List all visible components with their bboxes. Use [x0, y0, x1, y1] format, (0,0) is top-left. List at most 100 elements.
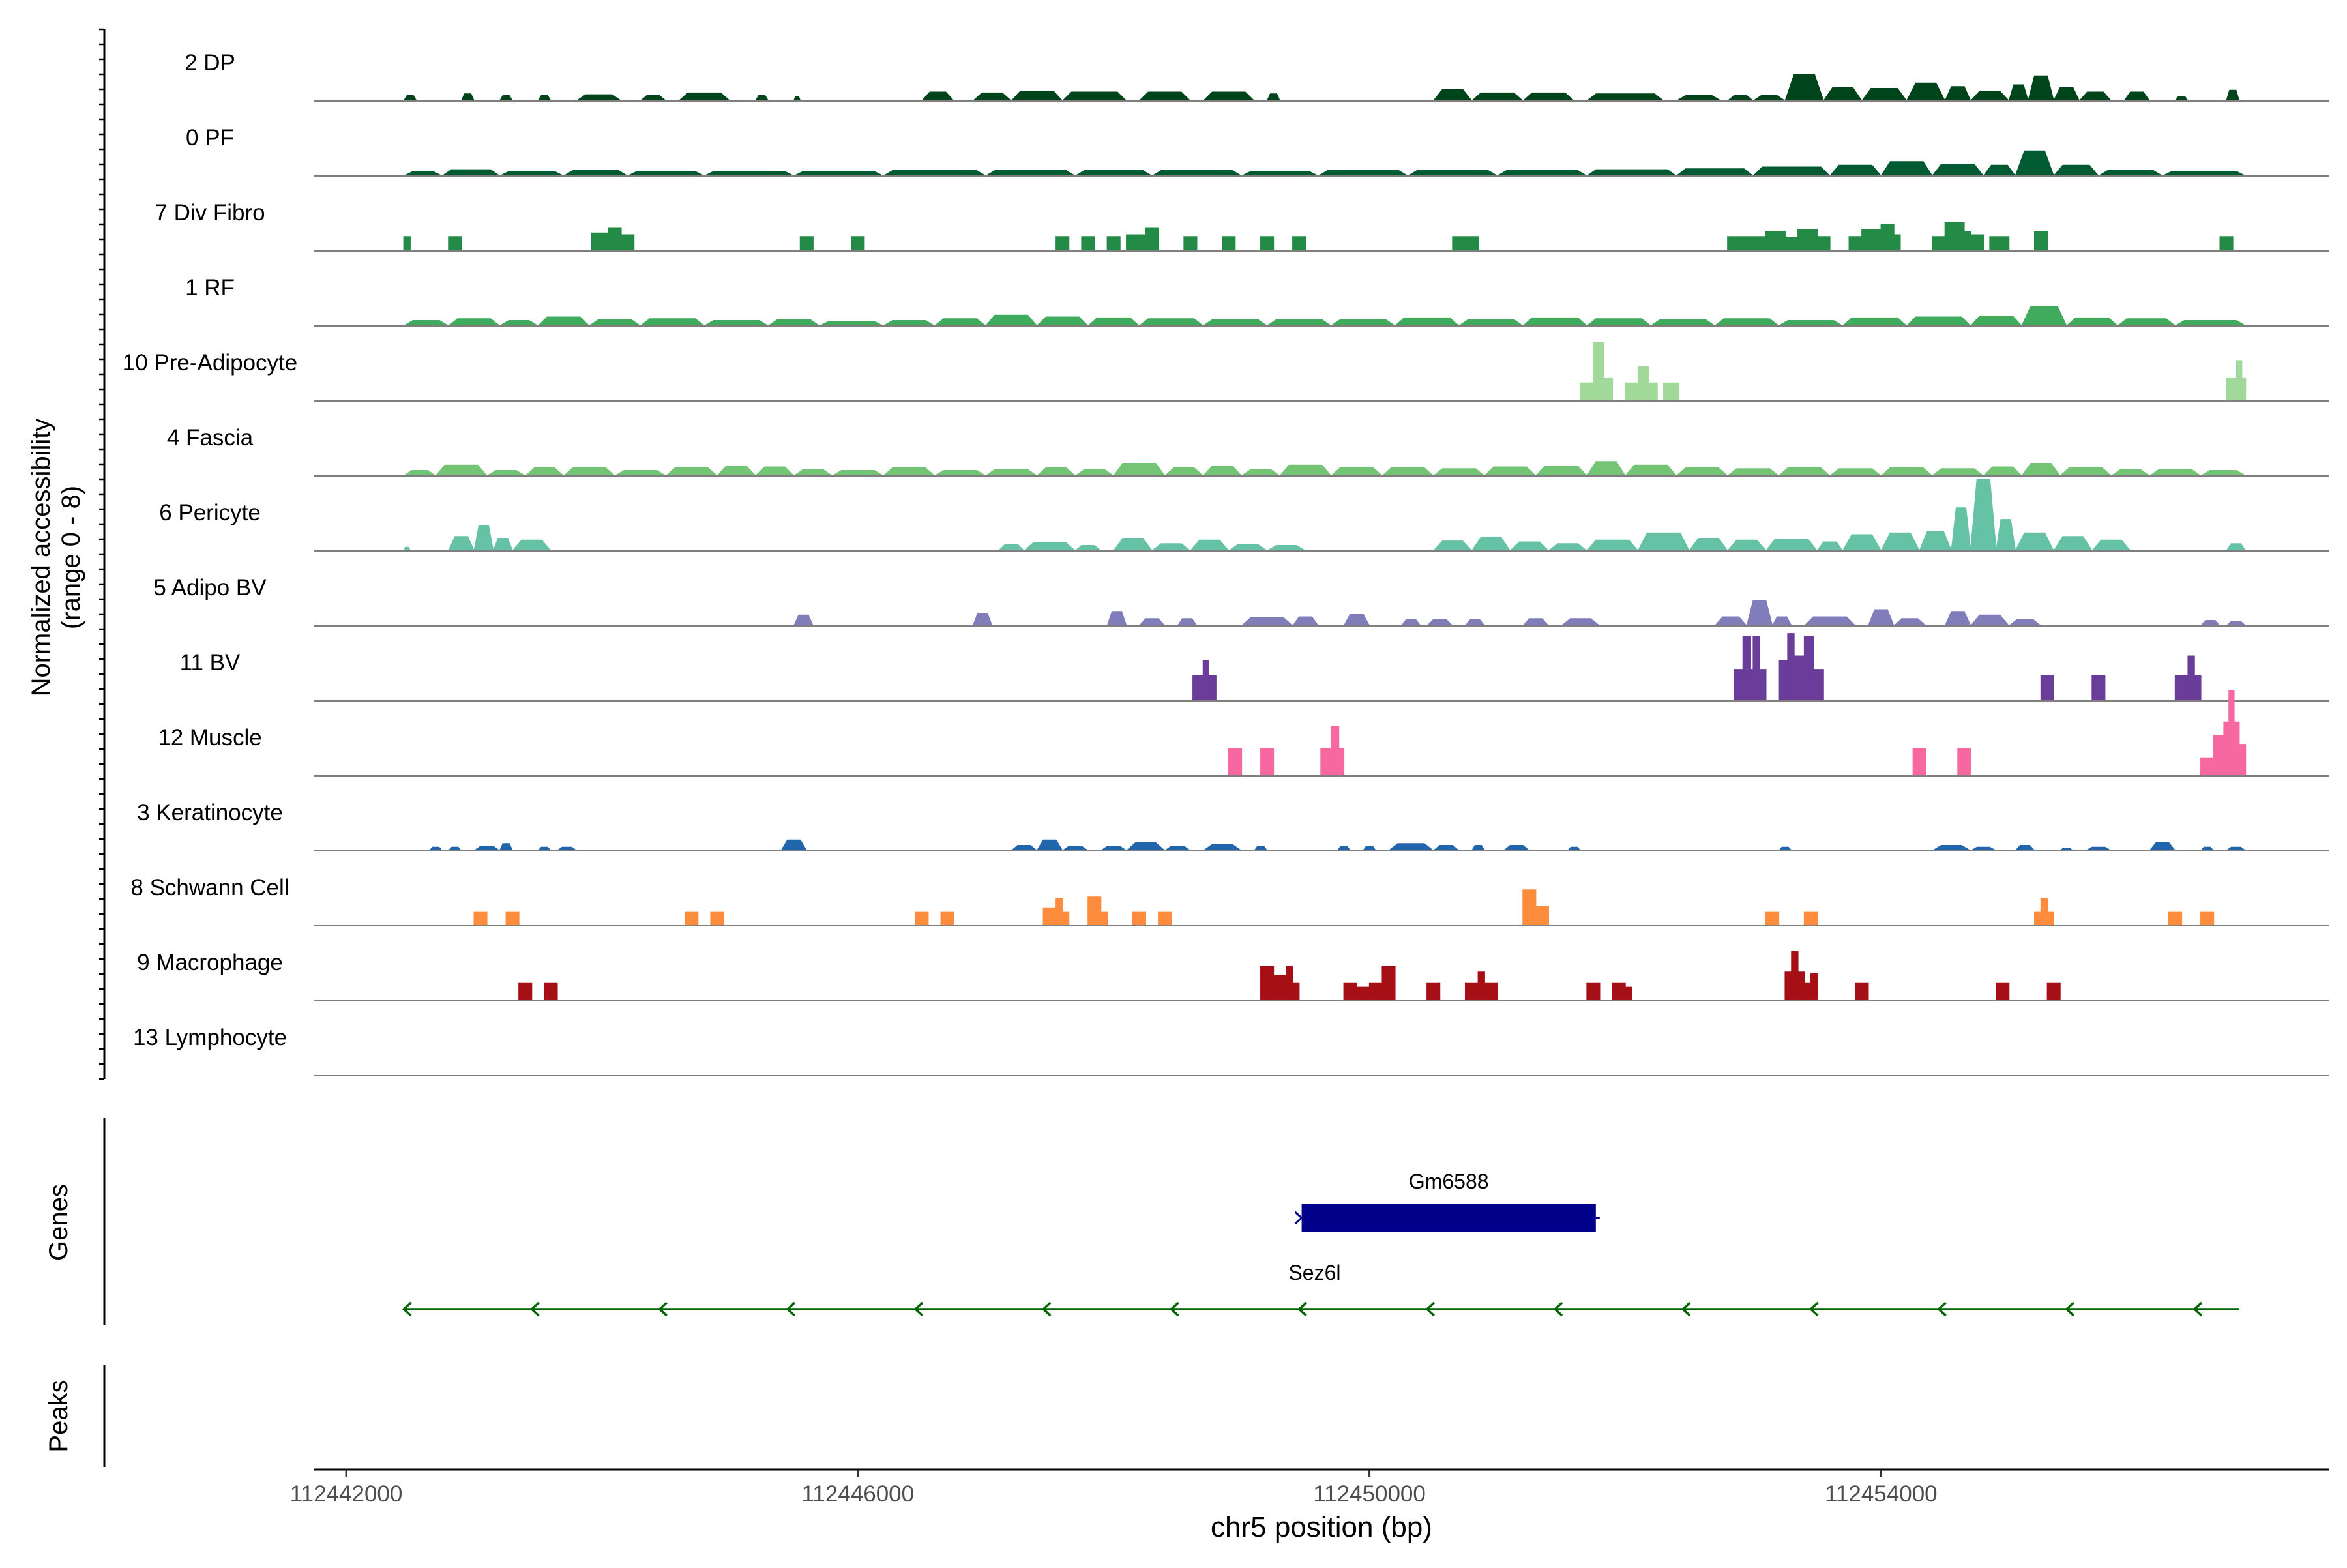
track-label: 4 Fascia	[167, 425, 254, 451]
coverage-peak	[1892, 618, 1927, 627]
coverage-peak	[1828, 468, 1883, 477]
coverage-peak	[472, 846, 501, 851]
coverage-peak	[1733, 669, 1744, 702]
coverage-peak	[1586, 539, 1640, 552]
strand-arrow	[1297, 1301, 1307, 1317]
coverage-peak	[473, 525, 494, 552]
coverage-peak	[1073, 469, 1115, 477]
coverage-peak	[1202, 319, 1269, 327]
coverage-peak	[1996, 982, 2010, 1001]
genes-panel: Gm6588 Sez6l	[402, 1170, 2239, 1317]
coverage-peak	[1829, 164, 1882, 177]
strand-arrow	[1425, 1301, 1436, 1317]
strand-arrow	[1169, 1301, 1179, 1317]
left-axis	[99, 28, 106, 1080]
coverage-peak	[1989, 236, 2010, 252]
coverage-peak	[1713, 616, 1749, 627]
coverage-peak	[1810, 973, 1818, 1001]
strand-arrow	[1808, 1301, 1819, 1317]
coverage-peak	[984, 314, 1039, 327]
track-label: 9 Macrophage	[137, 950, 283, 975]
coverage-peak	[1726, 539, 1767, 552]
coverage-peak	[972, 613, 993, 627]
coverage-peak	[2065, 317, 2119, 327]
coverage-peak	[932, 470, 988, 477]
track-label: 8 Schwann Cell	[130, 875, 289, 900]
coverage-peak	[2053, 87, 2080, 102]
coverage-peak	[1585, 93, 1665, 102]
coverage-peak	[780, 839, 808, 851]
strand-arrow	[402, 1301, 412, 1317]
coverage-peak	[1893, 234, 1901, 252]
coverage-peak	[1061, 91, 1128, 102]
track-14: 13 Lymphocyte	[133, 1025, 2329, 1076]
coverage-peak	[1726, 95, 1755, 102]
coverage-peak	[1163, 846, 1192, 851]
coverage-peak	[933, 318, 988, 327]
coverage-peak	[447, 536, 475, 552]
coverage-peak	[881, 170, 988, 177]
coverage-peak	[1330, 726, 1340, 777]
coverage-peak	[1751, 95, 1787, 102]
coverage-peak	[2007, 619, 2043, 627]
coverage-peak	[1867, 609, 1895, 627]
coverage-peak	[1822, 87, 1863, 102]
coverage-peak	[1202, 660, 1209, 702]
coverage-peak	[1368, 982, 1383, 1001]
coverage-peak	[793, 614, 814, 627]
coverage-peak	[434, 464, 488, 477]
coverage-peak	[1316, 170, 1410, 177]
coverage-peak	[1957, 748, 1971, 777]
coverage-peak	[1803, 911, 1818, 926]
coverage-peak	[1649, 319, 1717, 327]
coverage-peak	[1647, 382, 1658, 402]
coverage-peak	[1265, 545, 1308, 552]
coverage-peak	[2225, 621, 2247, 627]
coverage-peak	[1336, 846, 1351, 851]
coverage-peak	[1793, 655, 1805, 702]
coverage-peak	[1944, 86, 1971, 102]
coverage-peak	[537, 95, 552, 102]
track-13: 9 Macrophage	[137, 950, 2329, 1001]
coverage-peak	[984, 469, 1039, 477]
coverage-peak	[1228, 748, 1243, 777]
coverage-peak	[1586, 461, 1627, 477]
coverage-peak	[1081, 236, 1095, 252]
coverage-peak	[2020, 306, 2067, 327]
coverage-peak	[1329, 319, 1397, 327]
coverage-peak	[1036, 839, 1064, 851]
genes-panel-label: Genes	[44, 1184, 73, 1261]
coverage-peak	[1202, 466, 1243, 477]
coverage-peak	[1675, 168, 1755, 177]
coverage-peak	[799, 236, 814, 252]
coverage-peak	[2052, 536, 2093, 552]
coverage-peak	[1522, 889, 1537, 926]
track-label: 12 Muscle	[158, 725, 262, 750]
coverage-peak	[1970, 614, 2011, 627]
coverage-peak	[1145, 227, 1159, 252]
coverage-peak	[702, 320, 771, 327]
coverage-peak	[440, 169, 501, 177]
coverage-peak	[1432, 845, 1460, 851]
coverage-peak	[1260, 966, 1275, 1001]
gene-gm6588: Gm6588	[1294, 1170, 1600, 1232]
coverage-peak	[1132, 911, 1146, 926]
coverage-peak	[2123, 91, 2151, 102]
x-tick-label: 112446000	[802, 1481, 915, 1507]
coverage-peak	[608, 227, 622, 252]
track-9: 11 BV	[180, 633, 2329, 702]
coverage-peak	[1787, 633, 1795, 702]
coverage-peak	[1112, 463, 1166, 477]
coverage-peak	[1362, 846, 1377, 851]
coverage-peak	[1765, 231, 1786, 252]
coverage-peak	[1426, 619, 1454, 627]
coverage-peak	[1848, 236, 1863, 252]
coverage-peak	[2014, 845, 2036, 851]
coverage-peak	[1338, 748, 1345, 777]
coverage-peak	[2162, 171, 2246, 177]
track-5: 10 Pre-Adipocyte	[123, 342, 2329, 402]
gene-sez6l: Sez6l	[402, 1261, 2239, 1317]
coverage-peak	[1125, 842, 1166, 851]
x-tick-label: 112442000	[290, 1481, 403, 1507]
coverage-peak	[1637, 532, 1690, 552]
